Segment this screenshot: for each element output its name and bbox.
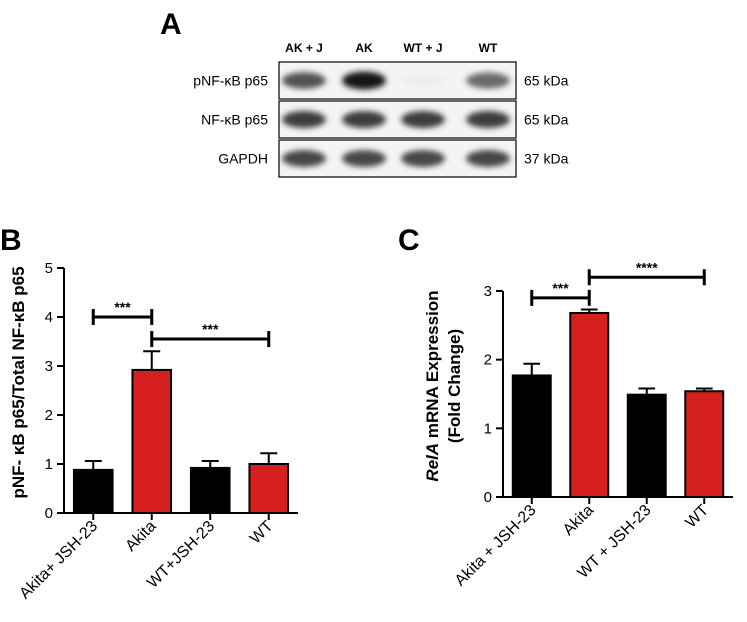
x-tick-label: WT (682, 502, 712, 532)
y-tick-label: 3 (484, 283, 492, 300)
blot-band (282, 72, 326, 89)
bar (189, 466, 231, 515)
x-tick-label: Akita (122, 518, 159, 555)
y-tick-label: 1 (484, 420, 492, 437)
significance-label: *** (114, 299, 131, 315)
bar (569, 311, 610, 498)
bar (131, 368, 173, 515)
blot-band (401, 74, 445, 87)
lane-label: AK + J (285, 41, 323, 55)
significance-label: **** (636, 259, 658, 275)
bar (684, 390, 725, 498)
y-tick-label: 0 (45, 505, 53, 522)
y-tick-label: 1 (45, 456, 53, 473)
lane-label: WT (479, 41, 498, 55)
blot-band (401, 150, 445, 167)
blot-band (282, 150, 326, 167)
bar (248, 463, 290, 514)
blot-band (342, 150, 386, 167)
blot-row-label: GAPDH (218, 151, 268, 167)
blot-kda-label: 37 kDa (524, 151, 569, 167)
x-tick-label: Akita (560, 502, 597, 539)
panel-a-letter: A (160, 8, 182, 41)
x-tick-label: WT (247, 518, 277, 548)
y-axis-title: pNF- κB p65/Total NF-κB p65 (9, 266, 28, 498)
blot-row-label: pNF-κB p65 (193, 73, 268, 89)
y-axis-title: RelA mRNA Expression (423, 290, 442, 481)
blot-band (282, 110, 326, 129)
panel-c-letter: C (398, 224, 420, 257)
lane-label: AK (355, 41, 373, 55)
bar (626, 393, 667, 499)
blot-band (342, 110, 386, 129)
y-tick-label: 2 (484, 352, 492, 369)
blot-band (342, 71, 386, 90)
y-tick-label: 3 (45, 358, 53, 375)
y-tick-label: 5 (45, 260, 53, 277)
significance-label: *** (552, 280, 569, 296)
lane-label: WT + J (403, 41, 442, 55)
blot-kda-label: 65 kDa (524, 73, 569, 89)
blot-band (466, 72, 510, 89)
significance-label: *** (202, 321, 219, 337)
blot-band (466, 150, 510, 167)
bar (511, 374, 552, 498)
y-axis-title-italic: RelA (423, 443, 442, 482)
y-axis-title-line2: (Fold Change) (445, 329, 464, 443)
blot-band (401, 110, 445, 129)
western-blot-panel: A AK + J AK WT + J WT pNF-κB p65 65 kDa NF-κB… (160, 8, 569, 178)
y-axis-title-rest: mRNA Expression (423, 290, 442, 442)
panel-b-letter: B (0, 224, 22, 257)
bar (72, 468, 114, 515)
y-tick-label: 0 (484, 489, 492, 506)
blot-kda-label: 65 kDa (524, 112, 569, 128)
blot-band (466, 110, 510, 129)
x-tick-label: Akita+ JSH-23 (16, 518, 101, 603)
y-tick-label: 4 (45, 309, 53, 326)
x-tick-label: Akita + JSH-23 (452, 502, 540, 590)
blot-row-label: NF-κB p65 (201, 112, 268, 128)
y-tick-label: 2 (45, 407, 53, 424)
